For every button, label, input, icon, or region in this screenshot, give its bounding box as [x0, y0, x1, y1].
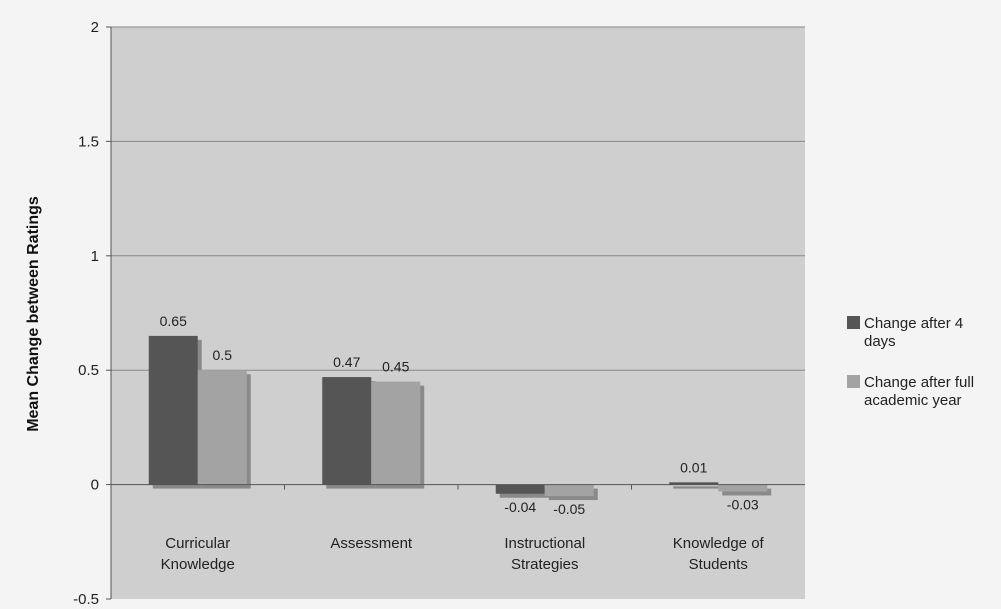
- category-label: Students: [689, 556, 748, 573]
- data-label: -0.05: [553, 501, 585, 517]
- data-label: 0.5: [213, 347, 233, 363]
- y-tick-label: 2: [91, 19, 99, 36]
- legend-label: Change after 4: [864, 315, 963, 332]
- bar: [495, 484, 545, 494]
- data-label: -0.04: [504, 499, 536, 515]
- bar-shadow: [673, 486, 723, 489]
- axes: [106, 26, 805, 600]
- category-label: Curricular: [165, 535, 230, 552]
- legend-label: academic year: [864, 392, 962, 409]
- y-axis-title: Mean Change between Ratings: [25, 196, 42, 432]
- category-label: Strategies: [511, 556, 579, 573]
- bar: [322, 377, 372, 485]
- bar: [148, 335, 198, 485]
- bar: [197, 370, 247, 485]
- category-label: Assessment: [330, 535, 413, 552]
- data-label: 0.45: [382, 359, 409, 375]
- category-label: Instructional: [504, 535, 585, 552]
- data-label: 0.01: [680, 459, 707, 475]
- data-label: -0.03: [727, 496, 759, 512]
- bars: [148, 335, 772, 501]
- category-labels: Curricular Knowledge Assessment Instruction…: [161, 535, 765, 573]
- bar-shadow: [722, 488, 772, 496]
- legend-swatch: [847, 316, 860, 329]
- data-labels: 0.65 0.5 0.47 0.45 -0.04 -0.05 0.01 -0.03: [160, 313, 759, 517]
- bar: [371, 381, 421, 485]
- y-tick-label: 0.5: [78, 362, 99, 379]
- legend-swatch: [847, 375, 860, 388]
- y-tick-label: 1: [91, 248, 99, 265]
- legend-label: days: [864, 333, 896, 350]
- gridlines: [111, 26, 805, 371]
- category-label: Knowledge: [161, 556, 235, 573]
- bar: [669, 482, 719, 485]
- y-tick-label: 1.5: [78, 133, 99, 150]
- legend-label: Change after full: [864, 374, 974, 391]
- plot-area: [111, 27, 805, 599]
- bar: [544, 484, 594, 497]
- y-tick-labels: -0.5 0 0.5 1 1.5 2: [73, 19, 99, 608]
- y-tick-label: 0: [91, 477, 99, 494]
- y-tick-label: -0.5: [73, 591, 99, 608]
- data-label: 0.47: [333, 354, 360, 370]
- category-label: Knowledge of: [673, 535, 765, 552]
- bar: [718, 484, 768, 492]
- data-label: 0.65: [160, 313, 187, 329]
